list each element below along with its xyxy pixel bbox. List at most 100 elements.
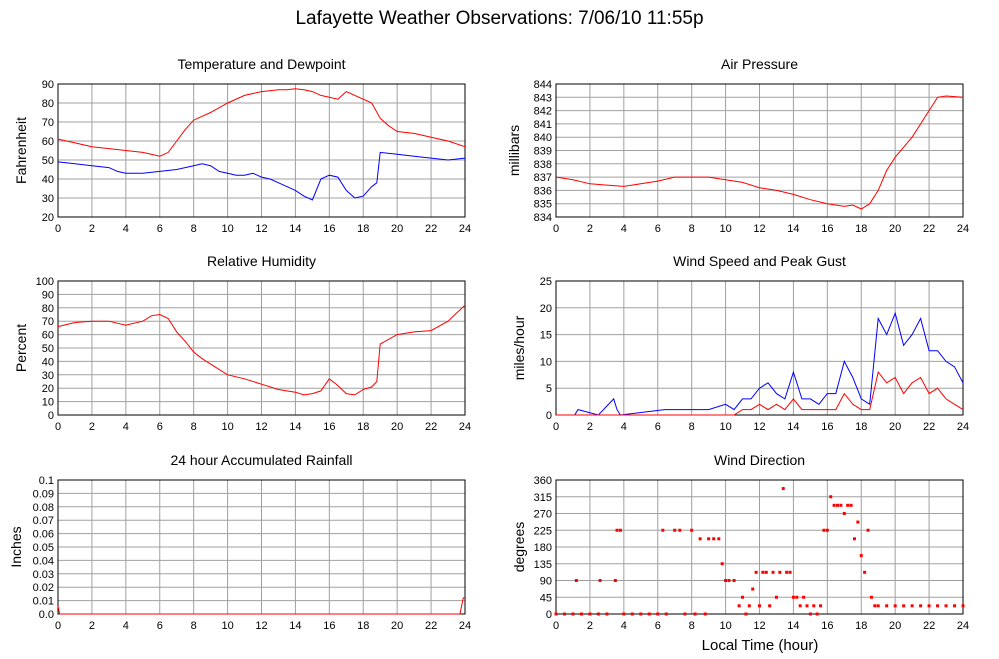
data-point xyxy=(712,537,716,541)
data-point xyxy=(605,612,609,616)
data-point xyxy=(683,612,687,616)
data-point xyxy=(737,604,741,608)
y-tick-label: 90 xyxy=(42,79,54,91)
data-point xyxy=(630,612,634,616)
data-point xyxy=(829,495,833,499)
y-tick-label: 0.03 xyxy=(33,569,54,581)
y-tick-label: 70 xyxy=(42,316,54,328)
data-point xyxy=(727,579,731,582)
y-tick-label: 10 xyxy=(540,356,552,368)
chart-temp: 0 2 4 6 8 10 12 14 16 18 20 22 242030405060708090Tem… xyxy=(13,56,471,235)
data-point xyxy=(732,579,736,582)
data-point xyxy=(802,595,806,599)
x-tick-label: 6 xyxy=(655,620,661,632)
data-point xyxy=(812,604,816,608)
y-tick-label: 30 xyxy=(42,193,54,205)
y-tick-label: 20 xyxy=(42,212,54,224)
chart-title: Relative Humidity xyxy=(207,253,316,269)
y-tick-label: 80 xyxy=(42,98,54,110)
y-tick-label: 10 xyxy=(42,397,54,409)
x-tick-label: 24 xyxy=(957,223,969,235)
data-point xyxy=(836,503,840,507)
x-tick-label: 6 xyxy=(157,223,163,235)
data-point xyxy=(910,604,914,608)
x-tick-label: 4 xyxy=(621,421,627,433)
x-tick-label: 8 xyxy=(689,223,695,235)
y-tick-label: 834 xyxy=(534,212,552,224)
data-point xyxy=(771,570,775,574)
data-point xyxy=(808,612,812,616)
data-point xyxy=(717,537,721,541)
y-tick-label: 0 xyxy=(48,410,54,422)
page-title: Lafayette Weather Observations: 7/06/10 … xyxy=(295,8,704,29)
x-tick-label: 8 xyxy=(191,620,197,632)
x-tick-label: 0 xyxy=(553,620,559,632)
y-tick-label: 0.09 xyxy=(33,488,54,500)
y-tick-label: 315 xyxy=(534,492,552,504)
y-tick-label: 839 xyxy=(534,146,552,158)
x-tick-label: 22 xyxy=(425,620,437,632)
x-tick-label: 14 xyxy=(787,421,799,433)
data-point xyxy=(927,604,931,608)
x-tick-label: 4 xyxy=(123,620,129,632)
data-point xyxy=(720,562,724,566)
data-point xyxy=(754,570,758,574)
data-point xyxy=(832,503,836,507)
x-tick-label: 14 xyxy=(289,223,301,235)
x-tick-label: 14 xyxy=(787,620,799,632)
x-tick-label: 12 xyxy=(255,223,267,235)
x-tick-label: 16 xyxy=(821,620,833,632)
data-point xyxy=(846,503,850,507)
x-tick-label: 24 xyxy=(459,620,471,632)
data-point xyxy=(819,604,823,608)
series-line-2 xyxy=(556,370,964,416)
data-point xyxy=(825,528,829,532)
x-tick-label: 12 xyxy=(753,421,765,433)
y-tick-label: 842 xyxy=(534,106,552,118)
data-point xyxy=(815,612,819,616)
y-tick-label: 25 xyxy=(540,276,552,288)
y-tick-label: 0.07 xyxy=(33,515,54,527)
data-point xyxy=(673,528,677,532)
y-tick-label: 20 xyxy=(42,383,54,395)
data-point xyxy=(656,612,660,616)
plot-frame xyxy=(57,83,466,218)
y-tick-label: 835 xyxy=(534,199,552,211)
x-tick-label: 2 xyxy=(89,223,95,235)
data-point xyxy=(785,570,789,574)
data-point xyxy=(598,579,602,582)
data-point xyxy=(724,579,728,582)
data-point xyxy=(873,604,877,608)
y-tick-label: 0.04 xyxy=(33,555,54,567)
x-tick-label: 14 xyxy=(289,421,301,433)
data-point xyxy=(596,612,600,616)
x-tick-label: 24 xyxy=(459,421,471,433)
data-point xyxy=(579,612,583,616)
series-line-2 xyxy=(57,151,466,201)
data-point xyxy=(574,579,578,582)
y-tick-label: 844 xyxy=(534,79,552,91)
chart-title: 24 hour Accumulated Rainfall xyxy=(170,452,352,468)
data-point xyxy=(764,570,768,574)
y-tick-label: 50 xyxy=(42,155,54,167)
x-tick-label: 12 xyxy=(753,223,765,235)
data-point xyxy=(961,604,965,608)
x-tick-label: 8 xyxy=(689,620,695,632)
data-point xyxy=(639,612,643,616)
x-tick-label: 4 xyxy=(123,223,129,235)
data-point xyxy=(747,604,751,608)
data-point xyxy=(893,604,897,608)
data-point xyxy=(781,487,785,491)
data-point xyxy=(852,537,856,541)
x-tick-label: 10 xyxy=(719,620,731,632)
data-point xyxy=(849,503,853,507)
data-point xyxy=(693,612,697,616)
chart-humidity: 0 2 4 6 8 10 12 14 16 18 20 22 240102030405060708090… xyxy=(13,253,471,433)
x-tick-label: 0 xyxy=(553,223,559,235)
y-tick-label: 90 xyxy=(540,576,552,588)
x-tick-label: 20 xyxy=(391,421,403,433)
data-point xyxy=(774,595,778,599)
x-tick-label: 24 xyxy=(459,223,471,235)
